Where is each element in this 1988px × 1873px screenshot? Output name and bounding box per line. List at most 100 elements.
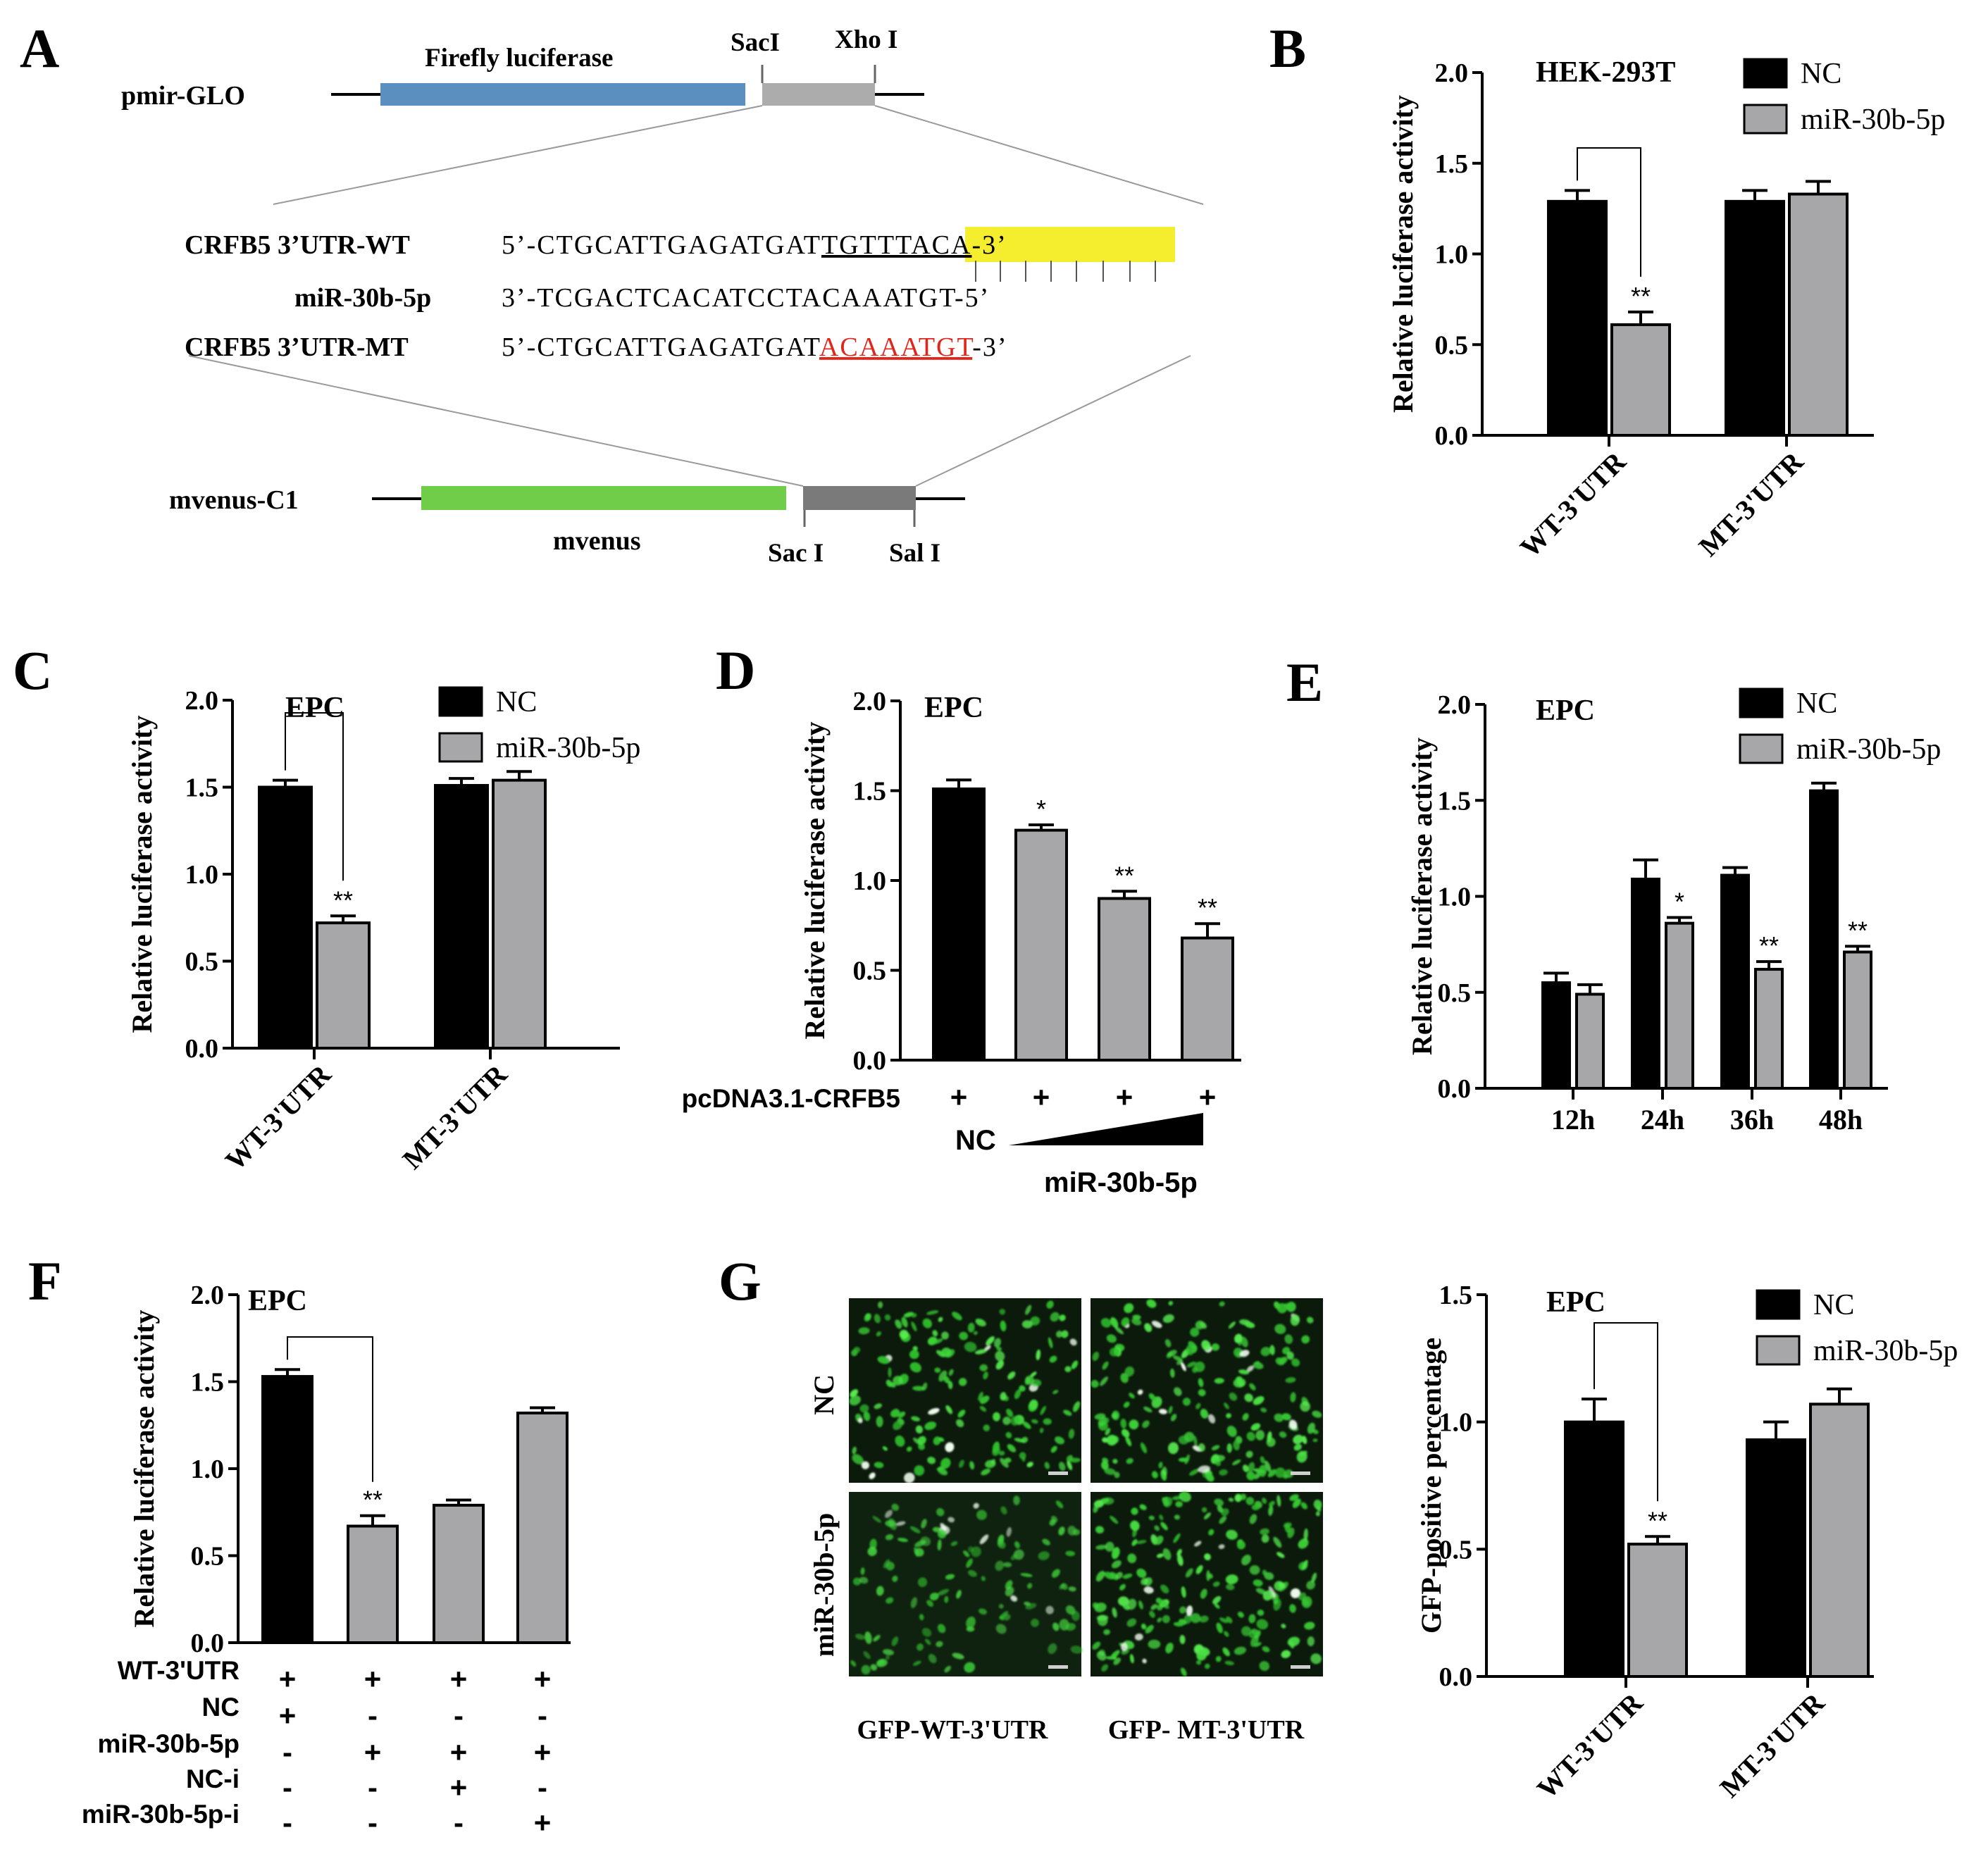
x-tick-label: WT-3'UTR: [219, 1058, 337, 1176]
gfp-cell: [944, 1595, 949, 1603]
gfp-cell: [1120, 1643, 1128, 1651]
gfp-cell: [998, 1603, 1004, 1609]
gfp-cell: [997, 1541, 1006, 1549]
condition-mark: -: [368, 1806, 378, 1839]
y-tick-label: 0.0: [1438, 1074, 1472, 1104]
gfp-cell: [1159, 1514, 1164, 1521]
gfp-cell: [1260, 1528, 1269, 1536]
gfp-cell: [1302, 1560, 1308, 1570]
gfp-cell: [1237, 1611, 1244, 1618]
gfp-cells: [849, 1299, 1322, 1676]
gfp-cell: [1222, 1647, 1230, 1657]
gfp-cell: [1267, 1469, 1276, 1478]
gfp-cell: [850, 1660, 857, 1667]
gfp-cell: [1096, 1614, 1109, 1621]
gfp-cell: [1195, 1660, 1202, 1665]
gfp-cell: [1312, 1410, 1322, 1418]
gfp-cell: [1242, 1464, 1249, 1472]
legend-swatch: [1739, 733, 1784, 764]
gfp-cell: [1214, 1498, 1224, 1507]
gfp-cell: [918, 1443, 925, 1450]
gfp-cell: [1260, 1407, 1267, 1413]
gfp-cell: [876, 1416, 883, 1428]
pmir-glo-label: pmir-GLO: [121, 81, 245, 111]
gfp-cell: [1301, 1598, 1310, 1606]
firefly-label: Firefly luciferase: [425, 44, 613, 73]
gfp-cell: [1315, 1511, 1320, 1517]
zoom-line-bottom-left: [188, 355, 804, 487]
gfp-cell: [971, 1546, 981, 1557]
y-tick-label: 0.0: [191, 1629, 225, 1658]
gfp-cell: [1244, 1393, 1253, 1402]
gfp-cell: [1139, 1504, 1147, 1510]
gfp-cell: [886, 1597, 894, 1604]
gfp-cell: [1148, 1393, 1156, 1401]
gfp-cell: [926, 1310, 939, 1315]
gfp-cell: [976, 1510, 987, 1520]
gfp-cell: [1110, 1317, 1119, 1328]
gfp-cell: [1190, 1327, 1200, 1337]
gfp-cell: [1274, 1324, 1286, 1334]
gfp-cell: [1095, 1526, 1105, 1534]
gfp-cell: [1205, 1474, 1214, 1482]
chart-title: HEK-293T: [1536, 56, 1675, 89]
gfp-cell: [1214, 1378, 1224, 1384]
x-tick-label: MT-3'UTR: [396, 1058, 514, 1176]
gfp-cell: [901, 1317, 908, 1328]
gfp-cell: [1300, 1502, 1307, 1510]
gfp-cell: [1105, 1541, 1114, 1552]
gfp-cell: [863, 1651, 871, 1660]
gfp-cell: [948, 1517, 955, 1523]
gfp-cell: [1059, 1314, 1066, 1321]
gfp-cell: [909, 1350, 919, 1359]
condition-row-label: miR-30b-5p: [98, 1729, 240, 1758]
y-tick-label: 1.5: [853, 777, 887, 807]
chart-d: 0.0 0.5 1.0 1.5 2.0 Relative luciferase activ…: [682, 687, 1241, 1198]
gfp-cell: [912, 1345, 918, 1351]
legend-swatch: [438, 732, 483, 763]
gfp-cell: [857, 1418, 863, 1424]
gfp-cell: [1155, 1536, 1164, 1545]
x-tick-label: WT-3'UTR: [1514, 445, 1632, 564]
gfp-cell: [1066, 1455, 1074, 1462]
gfp-cell: [966, 1616, 976, 1629]
gfp-cell: [1148, 1515, 1155, 1521]
gfp-cell: [1112, 1607, 1117, 1618]
gfp-cell: [1236, 1379, 1245, 1387]
bar: [1843, 950, 1872, 1090]
condition-mark: +: [534, 1806, 552, 1839]
bar: [1014, 828, 1068, 1062]
gfp-cell: [1156, 1604, 1163, 1611]
gfp-cell: [1091, 1380, 1099, 1388]
gfp-cell: [852, 1446, 857, 1455]
row-mark: +: [1199, 1081, 1217, 1114]
gfp-cell: [966, 1558, 973, 1568]
row-mark: +: [950, 1081, 968, 1114]
gfp-cell: [993, 1412, 1000, 1421]
gfp-cell: [1025, 1603, 1037, 1610]
gfp-cell: [950, 1541, 958, 1546]
gfp-cell: [1113, 1657, 1121, 1665]
condition-mark: -: [282, 1736, 292, 1769]
gfp-cell: [858, 1327, 870, 1335]
gfp-cell: [1073, 1401, 1081, 1412]
gfp-cell: [1298, 1538, 1309, 1549]
gfp-cell: [967, 1569, 977, 1577]
gfp-cell: [888, 1518, 897, 1531]
bar: [1720, 873, 1750, 1090]
gfp-cell: [876, 1331, 882, 1337]
gfp-cell: [1312, 1438, 1318, 1443]
gfp-cell: [1273, 1599, 1279, 1605]
gfp-cell: [945, 1574, 955, 1580]
y-axis-label: Relative luciferase activity: [128, 1310, 160, 1628]
gfp-cell: [1046, 1300, 1054, 1309]
x-tick-label: 48h: [1819, 1104, 1863, 1135]
x-tick-label: MT-3'UTR: [1713, 1686, 1831, 1804]
significance-bracket: [285, 712, 344, 881]
gfp-cell: [1003, 1614, 1011, 1621]
gfp-cell: [1248, 1630, 1255, 1638]
gfp-cell: [1174, 1387, 1182, 1396]
gfp-cell: [1257, 1610, 1265, 1616]
gfp-cell: [1022, 1421, 1031, 1429]
gfp-cell: [1313, 1499, 1322, 1510]
